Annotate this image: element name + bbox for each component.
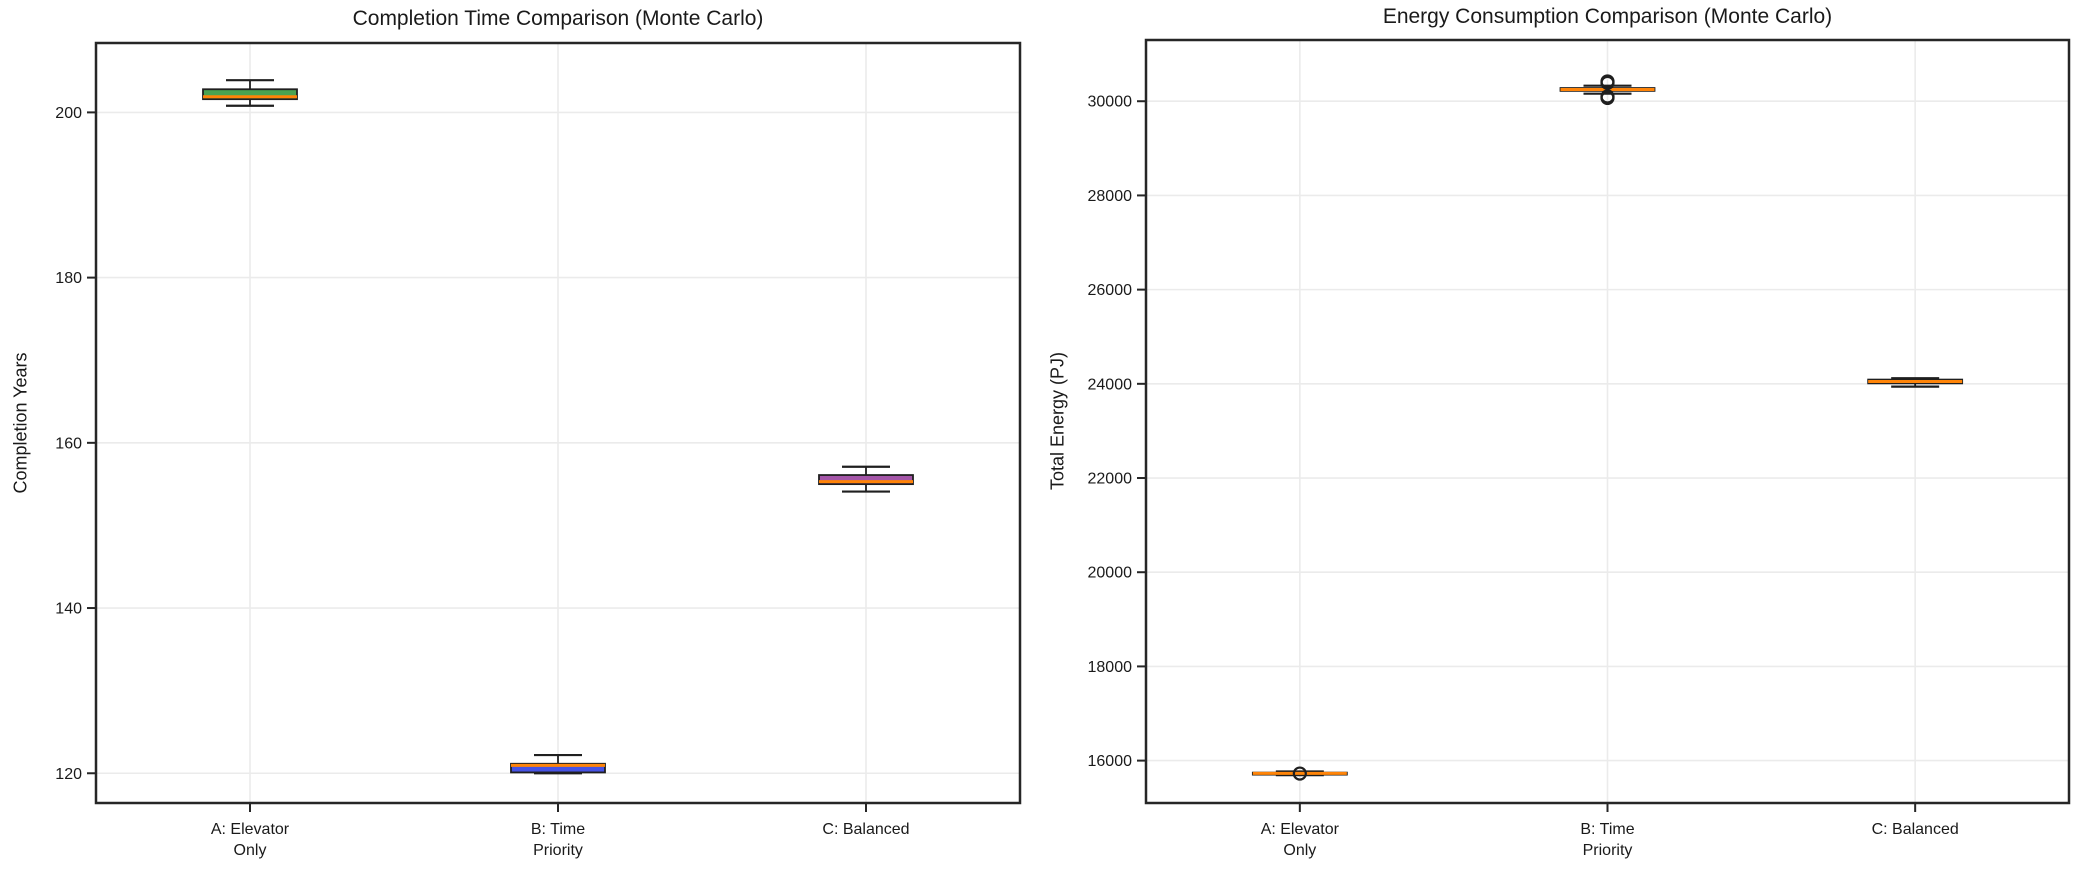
boxplot-B [1559, 74, 1656, 106]
boxplot-A [1251, 766, 1348, 781]
boxplot-A [202, 79, 298, 107]
flier-marker [1600, 75, 1615, 90]
x-tick-label: A: Elevator Only [1261, 821, 1340, 859]
y-tick-label: 140 [55, 601, 82, 618]
boxplot-B [510, 753, 606, 775]
y-tick-label: 18000 [1088, 659, 1133, 676]
flier-marker [1292, 766, 1307, 781]
boxplot-C [1867, 377, 1964, 388]
x-tick-label: A: Elevator Only [211, 821, 290, 859]
axes-0: 120 140 160 180 200 A: Elevator Only B: Time Pri… [55, 41, 1022, 859]
y-tick-label: 180 [55, 270, 82, 287]
y-tick-label: 24000 [1088, 376, 1133, 393]
y-tick-label: 28000 [1088, 188, 1133, 205]
x-tick-label: C: Balanced [822, 821, 909, 838]
y-tick-label: 26000 [1088, 282, 1133, 299]
x-tick-label: B: Time Priority [531, 821, 585, 859]
y-tick-label: 120 [55, 766, 82, 783]
y-tick-label: 16000 [1088, 753, 1133, 770]
box [510, 762, 606, 774]
y-tick-label: 160 [55, 435, 82, 452]
chart-title-completion-time: Completion Time Comparison (Monte Carlo) [352, 7, 764, 30]
y-tick-label: 30000 [1088, 94, 1133, 111]
y-axis-label-total-energy: Total Energy (PJ) [1047, 351, 1068, 491]
x-tick-label: C: Balanced [1872, 821, 1959, 838]
box [202, 88, 298, 101]
box [818, 474, 914, 486]
y-tick-label: 200 [55, 105, 82, 122]
axes-1: 16000 18000 20000 22000 24000 26000 28000 30000… [1088, 38, 2071, 859]
chart-title-energy-consumption: Energy Consumption Comparison (Monte Car… [1382, 5, 1833, 28]
boxplot-C [818, 465, 914, 493]
y-tick-label: 20000 [1088, 565, 1133, 582]
y-axis-label-completion-years: Completion Years [10, 352, 31, 494]
flier-marker [1600, 90, 1615, 106]
y-tick-label: 22000 [1088, 471, 1133, 488]
x-tick-label: B: Time Priority [1580, 821, 1634, 859]
